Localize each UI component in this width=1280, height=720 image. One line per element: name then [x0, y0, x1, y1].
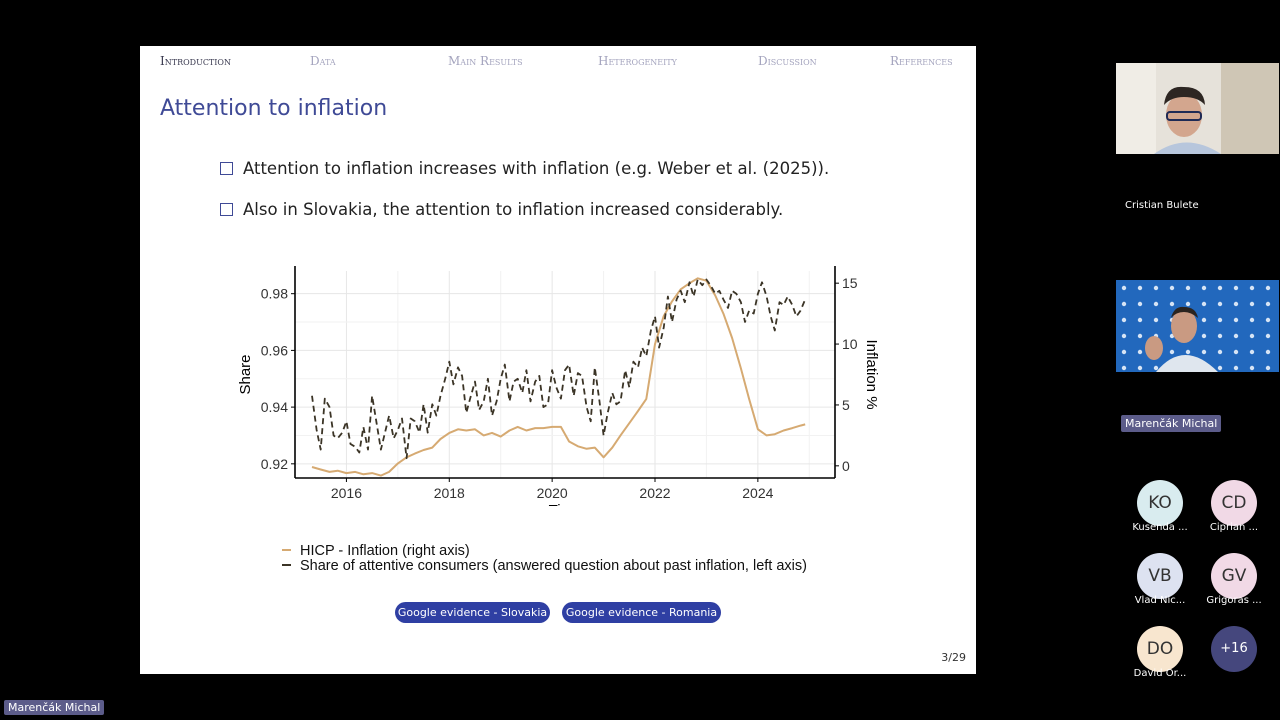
y-tick-label: 0.92	[261, 456, 288, 472]
active-speaker-label: Marenčák Michal	[4, 700, 105, 715]
x-tick-label: 2024	[742, 485, 773, 501]
participant-video-image	[1116, 63, 1279, 154]
y2-tick-label: 0	[842, 458, 850, 474]
bullet-item: Attention to inflation increases with in…	[220, 159, 829, 178]
nav-references[interactable]: References	[890, 54, 953, 68]
chart-legend: HICP - Inflation (right axis) Share of a…	[282, 544, 807, 574]
y2-tick-label: 5	[842, 397, 850, 413]
participant-name-badge: Marenčák Michal	[1121, 415, 1222, 432]
y-tick-label: 0.98	[261, 286, 288, 302]
bullet-text: Attention to inflation increases with in…	[243, 159, 830, 178]
legend-swatch-share	[282, 564, 291, 566]
slide-navigation: Introduction Data Main Results Heterogen…	[140, 54, 976, 70]
x-axis-label: Time	[549, 502, 582, 506]
x-tick-label: 2018	[434, 485, 465, 501]
y2-axis-label: Inflation %	[863, 339, 880, 409]
participant-avatar[interactable]: CD	[1211, 480, 1257, 526]
nav-heterogeneity[interactable]: Heterogeneity	[598, 54, 677, 68]
bullet-box-icon	[220, 162, 233, 175]
nav-main-results[interactable]: Main Results	[448, 54, 523, 68]
legend-item-inflation: HICP - Inflation (right axis)	[282, 544, 807, 559]
bullet-text: Also in Slovakia, the attention to infla…	[243, 200, 784, 219]
participant-avatar-name: Vlad Nic...	[1134, 595, 1186, 606]
participant-avatar-name: Kusenda ...	[1132, 522, 1188, 533]
legend-label: HICP - Inflation (right axis)	[300, 543, 470, 559]
participant-avatar[interactable]: KO	[1137, 480, 1183, 526]
y-tick-label: 0.94	[261, 399, 288, 415]
inflation-attention-chart: 2016 2018 2020 2022 2024 0.92 0.94 0.96 0.98 0 5 10…	[237, 266, 880, 506]
google-evidence-romania-button[interactable]: Google evidence - Romania	[562, 602, 721, 623]
slide-title: Attention to inflation	[160, 96, 388, 121]
participant-avatar[interactable]: VB	[1137, 553, 1183, 599]
nav-introduction[interactable]: Introduction	[160, 54, 231, 68]
bullet-item: Also in Slovakia, the attention to infla…	[220, 200, 783, 219]
nav-discussion[interactable]: Discussion	[758, 54, 817, 68]
page-number: 3/29	[941, 651, 966, 664]
more-participants-button[interactable]: +16	[1211, 626, 1257, 672]
legend-item-share: Share of attentive consumers (answered q…	[282, 559, 807, 574]
x-tick-label: 2016	[331, 485, 362, 501]
participant-avatar-name: David Or...	[1133, 668, 1187, 679]
bullet-box-icon	[220, 203, 233, 216]
participant-avatar-name: Ciprian ...	[1209, 522, 1259, 533]
participant-video-cristian[interactable]	[1116, 63, 1279, 154]
y2-tick-label: 10	[842, 336, 858, 352]
google-evidence-slovakia-button[interactable]: Google evidence - Slovakia	[395, 602, 550, 623]
inflation-series-line	[311, 277, 806, 477]
legend-label: Share of attentive consumers (answered q…	[300, 558, 807, 574]
participant-video-image	[1116, 280, 1279, 372]
x-tick-label: 2020	[537, 485, 568, 501]
presentation-slide: Introduction Data Main Results Heterogen…	[140, 46, 976, 674]
participant-avatar-name: Grigoras ...	[1206, 595, 1262, 606]
nav-data[interactable]: Data	[310, 54, 336, 68]
legend-swatch-inflation	[282, 549, 291, 551]
share-series-line	[311, 278, 807, 460]
y2-tick-label: 15	[842, 275, 858, 291]
participant-avatar[interactable]: DO	[1137, 626, 1183, 672]
participant-name: Cristian Bulete	[1125, 200, 1199, 211]
x-tick-label: 2022	[639, 485, 670, 501]
y-tick-label: 0.96	[261, 342, 288, 358]
participant-video-michal[interactable]	[1116, 280, 1279, 372]
participant-avatar[interactable]: GV	[1211, 553, 1257, 599]
y-axis-label: Share	[237, 354, 254, 394]
